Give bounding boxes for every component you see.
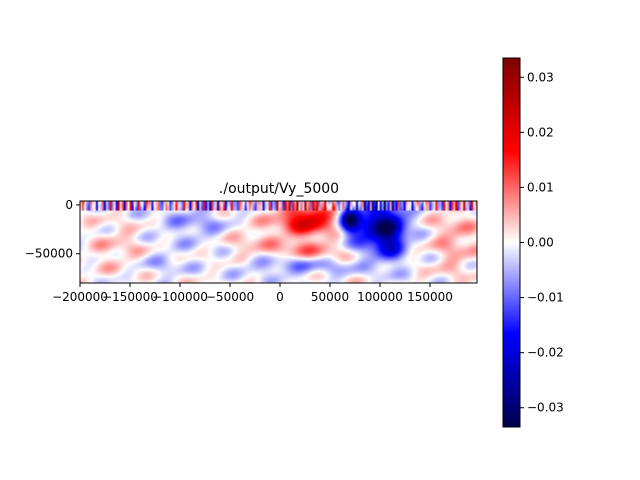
y-tick-label: 0 <box>65 198 73 212</box>
x-tick-label: 150000 <box>407 290 453 304</box>
y-axis: 0 −50000 <box>25 198 80 261</box>
x-tick-label: 0 <box>276 290 284 304</box>
colorbar-tick-label: 0.01 <box>527 180 554 194</box>
x-tick-label: −100000 <box>152 290 208 304</box>
x-axis: −200000−150000−100000−50000 0 50000 100000 1… <box>52 283 453 304</box>
colorbar: 0.03 0.02 0.01 0.00 −0.01 −0.02 −0.03 <box>502 57 564 428</box>
colorbar-tick-label: −0.02 <box>527 346 564 360</box>
x-tick-label: −150000 <box>102 290 158 304</box>
colorbar-gradient <box>503 58 520 427</box>
colorbar-tick-label: 0.00 <box>527 236 554 250</box>
heatmap-field <box>80 201 477 283</box>
x-tick-label: 50000 <box>311 290 349 304</box>
plot-frame <box>79 200 478 284</box>
heatmap-plot-area <box>79 200 478 284</box>
y-tick-label: −50000 <box>25 247 73 261</box>
colorbar-tick-label: −0.03 <box>527 401 564 415</box>
colorbar-tick-label: 0.02 <box>527 125 554 139</box>
x-tick-label: 100000 <box>357 290 403 304</box>
x-tick-label: −200000 <box>52 290 108 304</box>
x-tick-label: −50000 <box>206 290 254 304</box>
colorbar-ticks: 0.03 0.02 0.01 0.00 −0.01 −0.02 −0.03 <box>520 70 564 415</box>
colorbar-tick-label: −0.01 <box>527 291 564 305</box>
colorbar-tick-label: 0.03 <box>527 70 554 84</box>
chart-title: ./output/Vy_5000 <box>219 181 339 197</box>
